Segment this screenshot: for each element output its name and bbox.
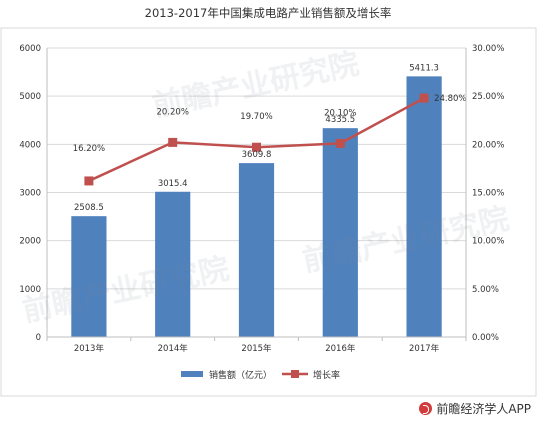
y-tick-label: 6000 — [19, 44, 41, 54]
y2-tick-label: 0.00% — [472, 333, 499, 343]
plot-area-border — [0, 27, 537, 397]
bar — [71, 216, 107, 337]
y-tick-label: 3000 — [19, 189, 41, 199]
growth-rate-label: 20.10% — [324, 108, 356, 118]
x-tick-label: 2017年 — [409, 343, 440, 354]
bar — [406, 76, 442, 337]
bar-layer — [71, 76, 442, 337]
legend-line-marker — [291, 370, 299, 378]
brand-logo-icon — [419, 402, 433, 415]
y2-tick-label: 25.00% — [472, 92, 504, 102]
x-tick-label: 2014年 — [158, 343, 189, 354]
bar-value-label: 4335.5 — [325, 115, 355, 125]
x-tick-label: 2015年 — [241, 343, 272, 354]
x-tick-label: 2016年 — [325, 343, 356, 354]
legend-bar-swatch — [181, 371, 203, 377]
footer-brand: 前瞻经济学人APP — [419, 400, 531, 417]
growth-rate-label: 19.70% — [240, 112, 272, 122]
y2-tick-label: 10.00% — [472, 237, 504, 247]
x-tick-label: 2013年 — [74, 343, 105, 354]
axis-layer: 0 0.00% 1000 5.00% 2000 10.00% 3000 15.00% 4000 2… — [19, 44, 504, 354]
footer-brand-text: 前瞻经济学人APP — [436, 402, 531, 416]
y-tick-label: 4000 — [19, 140, 41, 150]
growth-rate-marker — [84, 176, 94, 186]
bar-value-label: 5411.3 — [409, 63, 439, 73]
legend-line-label: 增长率 — [313, 369, 340, 381]
y2-tick-label: 5.00% — [472, 285, 499, 295]
label-layer: 2508.5 3015.4 3609.8 4335.5 5411.3 16.20% 20.2… — [73, 63, 467, 213]
growth-rate-marker — [168, 137, 178, 147]
chart-title: 2013-2017年中国集成电路产业销售额及增长率 — [145, 6, 392, 20]
bar — [155, 191, 191, 337]
y-tick-label: 0 — [36, 333, 41, 343]
growth-rate-label: 16.20% — [73, 144, 105, 154]
legend: 销售额（亿元） 增长率 — [181, 369, 340, 381]
bar-value-label: 3015.4 — [158, 179, 188, 189]
growth-rate-marker — [419, 93, 429, 103]
y-tick-label: 2000 — [19, 237, 41, 247]
y2-tick-label: 30.00% — [472, 44, 504, 54]
bar-value-label: 2508.5 — [74, 203, 104, 213]
bar — [238, 163, 275, 337]
bar-value-label: 3609.8 — [242, 150, 272, 160]
bar — [322, 128, 358, 337]
growth-rate-label: 24.80% — [434, 94, 466, 104]
footer: 前瞻经济学人APP — [0, 397, 537, 420]
y-tick-label: 5000 — [19, 92, 41, 102]
y-tick-label: 1000 — [19, 285, 41, 295]
y2-tick-label: 20.00% — [472, 140, 504, 150]
growth-rate-marker — [252, 142, 261, 152]
legend-bar-label: 销售额（亿元） — [209, 369, 272, 381]
y2-tick-label: 15.00% — [472, 189, 504, 199]
growth-rate-label: 20.20% — [156, 107, 188, 117]
growth-rate-marker — [335, 138, 345, 148]
grid-layer — [47, 47, 466, 290]
line-layer — [84, 93, 429, 186]
